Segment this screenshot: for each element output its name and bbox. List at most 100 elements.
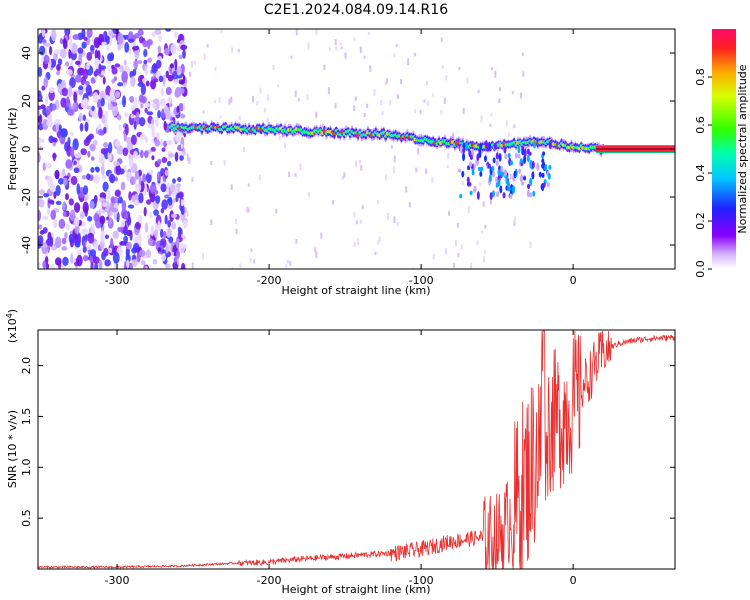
heatmap-cell xyxy=(144,265,148,269)
heatmap-cell xyxy=(54,257,62,266)
heatmap-cell xyxy=(74,224,80,235)
heatmap-cell xyxy=(123,235,129,243)
heatmap-cell xyxy=(447,152,450,160)
heatmap-cell xyxy=(359,219,362,224)
heatmap-cell xyxy=(68,198,75,206)
heatmap-cell xyxy=(62,211,67,217)
heatmap-cell xyxy=(82,185,89,195)
heatmap-cell xyxy=(104,35,110,42)
heatmap-cell xyxy=(482,256,485,263)
heatmap-cell xyxy=(440,37,443,42)
heatmap-cell xyxy=(532,190,536,197)
heatmap-cell xyxy=(396,221,399,227)
heatmap-cell xyxy=(361,205,364,210)
heatmap-cell xyxy=(237,49,240,53)
heatmap-cell xyxy=(53,191,57,199)
heatmap-cell xyxy=(242,146,245,152)
heatmap-cell xyxy=(223,159,226,166)
heatmap-cell xyxy=(125,253,131,263)
heatmap-cell xyxy=(512,185,516,194)
heatmap-cell xyxy=(425,144,428,149)
heatmap-cell xyxy=(155,195,161,204)
heatmap-cell xyxy=(218,96,221,103)
heatmap-cell xyxy=(334,39,337,46)
heatmap-cell xyxy=(491,165,495,173)
heatmap-cell xyxy=(327,87,330,95)
heatmap-cell xyxy=(484,224,487,229)
y-tick-label: 2.0 xyxy=(20,357,33,375)
heatmap-cell xyxy=(106,216,110,221)
heatmap-cell xyxy=(104,259,111,267)
colorbar-tick-label: 0.6 xyxy=(694,116,707,134)
heatmap-cell xyxy=(308,192,311,197)
heatmap-cell xyxy=(299,163,302,171)
heatmap-cell xyxy=(82,69,88,80)
heatmap-cell xyxy=(82,114,86,121)
heatmap-cell xyxy=(138,75,144,84)
heatmap-cell xyxy=(507,153,511,159)
heatmap-cell xyxy=(113,161,120,167)
heatmap-cell xyxy=(129,176,136,186)
heatmap-cell xyxy=(83,196,88,202)
heatmap-cell xyxy=(488,174,492,183)
heatmap-cell xyxy=(235,228,238,235)
heatmap-cell xyxy=(245,206,248,213)
heatmap-cell xyxy=(95,167,100,173)
heatmap-cell xyxy=(92,92,99,104)
heatmap-cell xyxy=(466,176,470,184)
heatmap-cell xyxy=(130,134,137,145)
heatmap-cell xyxy=(165,86,172,96)
colorbar-label: Normalized spectral amplitude xyxy=(736,64,749,233)
heatmap-cell xyxy=(112,251,120,264)
heatmap-cell xyxy=(369,66,372,72)
heatmap-cell xyxy=(519,175,523,182)
heatmap-cell xyxy=(155,59,162,69)
heatmap-cell xyxy=(133,59,139,69)
heatmap-cell xyxy=(132,259,138,267)
heatmap-cell xyxy=(186,210,189,217)
heatmap-cell xyxy=(472,163,476,169)
heatmap-cell xyxy=(143,49,148,58)
heatmap-cell xyxy=(175,249,180,259)
heatmap-cell xyxy=(49,45,53,56)
heatmap-cell xyxy=(160,254,167,262)
heatmap-cell xyxy=(156,171,162,182)
heatmap-cell xyxy=(478,149,482,159)
heatmap-cell xyxy=(286,259,289,264)
heatmap-cell xyxy=(178,103,185,112)
heatmap-cell xyxy=(113,76,118,82)
heatmap-cell xyxy=(532,140,536,149)
heatmap-cell xyxy=(188,157,191,164)
heatmap-cell xyxy=(521,52,524,56)
heatmap-cell xyxy=(426,100,429,107)
heatmap-cell xyxy=(177,258,180,265)
heatmap-cell xyxy=(407,58,410,66)
heatmap-cell xyxy=(117,196,123,204)
snr-axes-frame xyxy=(37,329,676,570)
heatmap-cell xyxy=(393,216,396,223)
heatmap-cell xyxy=(98,154,105,165)
heatmap-cell xyxy=(108,247,113,254)
heatmap-cell xyxy=(72,138,79,151)
heatmap-cell xyxy=(61,237,67,245)
heatmap-cell xyxy=(504,153,508,160)
heatmap-cell xyxy=(39,230,45,235)
heatmap-cell xyxy=(144,65,148,76)
snr-ticks: -300 -200 -100 0 0.5 1.0 1.5 2.0 xyxy=(20,330,675,587)
heatmap-cell xyxy=(94,261,99,269)
heatmap-cell xyxy=(55,184,61,197)
heatmap-cell xyxy=(146,234,151,239)
heatmap-cell xyxy=(84,121,89,132)
heatmap-cell xyxy=(203,53,206,60)
heatmap-cell xyxy=(230,96,233,103)
heatmap-cell xyxy=(523,148,527,158)
heatmap-cell xyxy=(210,219,213,226)
heatmap-cell xyxy=(517,145,521,154)
heatmap-cell xyxy=(320,232,323,239)
heatmap-cell xyxy=(38,209,42,222)
heatmap-cell xyxy=(117,82,124,87)
heatmap-cell xyxy=(505,120,508,127)
heatmap-cell xyxy=(415,167,418,173)
heatmap-cell xyxy=(275,208,278,214)
